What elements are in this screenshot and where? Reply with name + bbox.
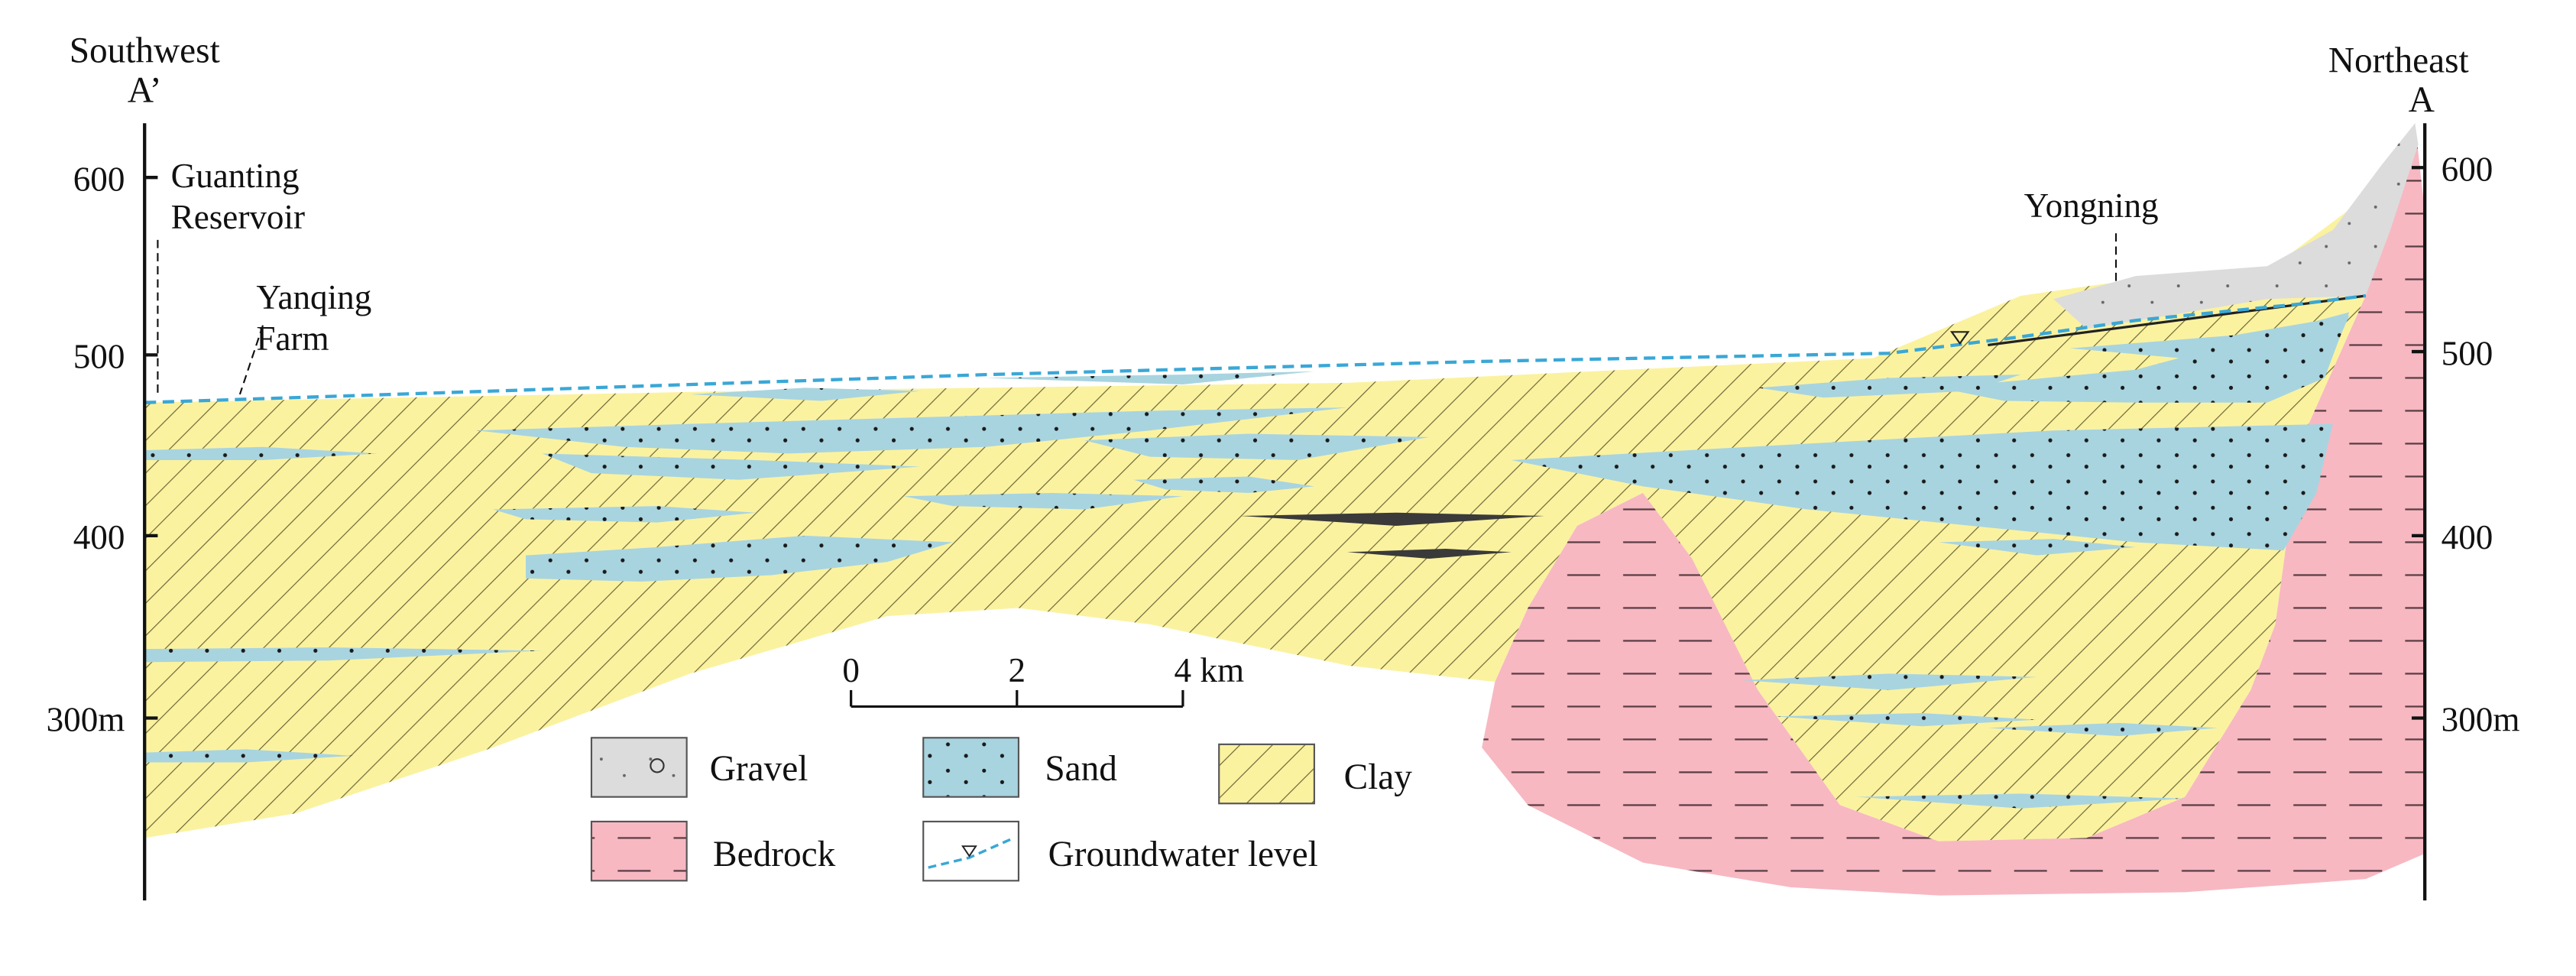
left-axis-ticks <box>144 176 158 720</box>
southwest-label: Southwest <box>70 31 220 71</box>
left-tick-300m: 300m <box>47 701 125 739</box>
left-tick-600: 600 <box>73 160 125 198</box>
legend-bedrock: Bedrock <box>590 820 836 882</box>
bedrock-body <box>1482 123 2424 896</box>
gravel-cap <box>2053 123 2419 329</box>
guanting-label-line2: Reservoir <box>171 198 305 236</box>
scale-tick-2: 2 <box>1008 651 1026 689</box>
svg-text:Groundwater level: Groundwater level <box>1048 835 1318 874</box>
water-level-symbol <box>1949 331 1970 345</box>
right-tick-600: 600 <box>2442 150 2493 188</box>
sand-lenses <box>144 312 2350 809</box>
legend-groundwater: Groundwater level <box>922 820 1318 882</box>
left-tick-500: 500 <box>73 338 125 376</box>
right-tick-500: 500 <box>2442 334 2493 372</box>
svg-text:Sand: Sand <box>1045 749 1117 789</box>
yanqing-leader <box>238 325 264 395</box>
yongning-label: Yongning <box>2024 186 2159 225</box>
svg-text:Clay: Clay <box>1344 757 1413 797</box>
scale-bar: 0 2 4 km <box>842 651 1245 708</box>
legend-gravel: Gravel <box>590 737 808 798</box>
point-a-prime-label: A’ <box>128 70 162 110</box>
legend: Gravel Sand Clay Bedrock Groundwater lev… <box>590 737 1413 882</box>
right-axis-ticks <box>2411 166 2425 720</box>
groundwater-level-line <box>144 293 2367 404</box>
svg-text:Gravel: Gravel <box>710 749 808 789</box>
guanting-label-line1: Guanting <box>171 157 300 195</box>
legend-sand: Sand <box>922 737 1117 798</box>
svg-text:Bedrock: Bedrock <box>713 835 836 874</box>
legend-clay: Clay <box>1218 743 1413 805</box>
northeast-label: Northeast <box>2328 41 2469 81</box>
yanqing-label-line1: Yanqing <box>256 278 371 316</box>
right-tick-400: 400 <box>2442 518 2493 556</box>
point-a-label: A <box>2409 80 2435 120</box>
right-tick-300m: 300m <box>2442 701 2520 739</box>
scale-tick-4km: 4 km <box>1175 651 1245 689</box>
scale-tick-0: 0 <box>842 651 860 689</box>
yanqing-label-line2: Farm <box>256 319 329 358</box>
left-tick-400: 400 <box>73 518 125 556</box>
